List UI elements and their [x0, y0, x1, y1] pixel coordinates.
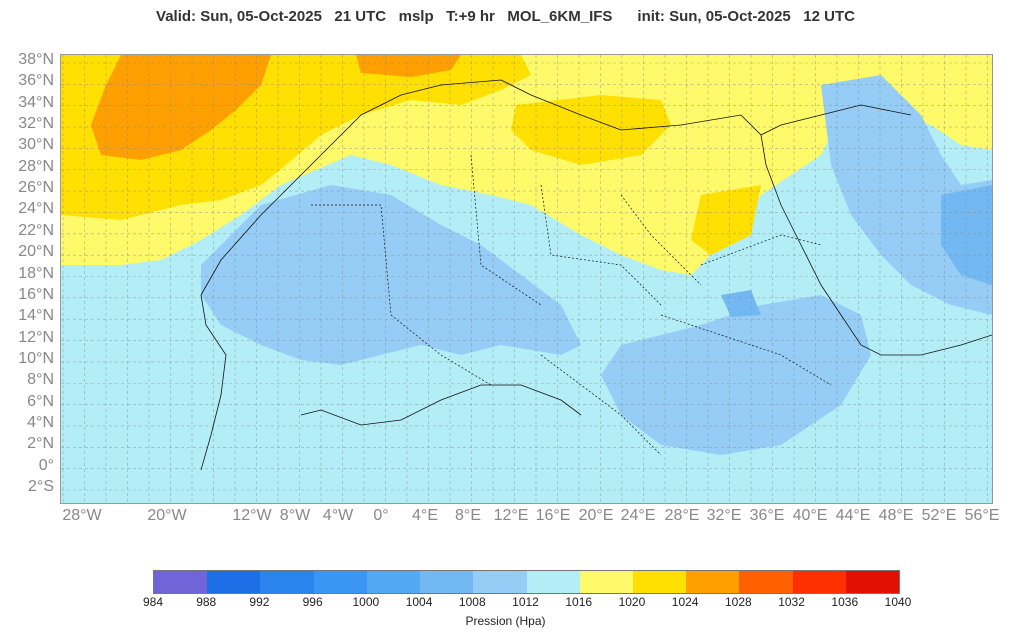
- lat-label: 8°N: [27, 371, 54, 389]
- lat-label: 6°N: [27, 392, 54, 410]
- colorbar-tick: 996: [302, 595, 323, 609]
- lon-label: 28°W: [62, 507, 102, 524]
- map-grid: [61, 55, 992, 503]
- colorbar-tick: 1032: [778, 595, 805, 609]
- lat-label: 38°N: [18, 51, 54, 68]
- lat-label: 2°S: [28, 478, 54, 495]
- lon-label: 20°E: [578, 507, 614, 524]
- colorbar-label: Pression (Hpa): [465, 614, 546, 628]
- colorbar-swatch: [579, 571, 633, 593]
- lon-label: 24°E: [620, 507, 656, 524]
- lon-label: 48°E: [878, 507, 914, 524]
- lon-label: 52°E: [921, 507, 957, 524]
- colorbar-tick: 992: [249, 595, 270, 609]
- lat-label: 34°N: [18, 93, 54, 111]
- colorbar-tick: 1004: [405, 595, 433, 609]
- lon-label: 12°W: [232, 507, 272, 524]
- map-title: Valid: Sun, 05-Oct-2025 21 UTC mslp T:+9…: [156, 8, 855, 25]
- colorbar-tick: 1012: [512, 595, 539, 609]
- lon-label: 0°: [373, 507, 389, 524]
- lat-label: 4°N: [27, 413, 54, 431]
- colorbar-tick: 988: [196, 595, 217, 609]
- lon-label: 44°E: [835, 507, 871, 524]
- lon-label: 36°E: [749, 507, 785, 524]
- colorbar-swatch: [845, 571, 900, 593]
- lat-label: 32°N: [18, 115, 54, 133]
- field-1004-1008-gulf: [941, 185, 992, 285]
- colorbar-swatch: [154, 571, 208, 593]
- lat-label: 14°N: [18, 307, 54, 325]
- colorbar-tick: 984: [142, 595, 164, 609]
- colorbar-tick: 1028: [724, 595, 752, 609]
- lon-label: 4°E: [412, 507, 438, 524]
- colorbar-tick: 1008: [458, 595, 486, 609]
- lon-label: 20°W: [147, 507, 187, 524]
- lon-label: 56°E: [964, 507, 1000, 524]
- colorbar-tick: 1040: [884, 595, 912, 609]
- field-1020-1024-libya: [511, 95, 671, 165]
- colorbar-tick: 1020: [618, 595, 646, 609]
- lat-label: 2°N: [27, 435, 54, 453]
- lon-label: 4°W: [322, 507, 354, 524]
- lat-label: 22°N: [18, 221, 54, 239]
- lon-label: 32°E: [706, 507, 742, 524]
- lat-label: 28°N: [18, 157, 54, 175]
- colorbar-swatch: [260, 571, 314, 593]
- lat-label: 24°N: [18, 200, 54, 218]
- colorbar-swatch: [473, 571, 527, 593]
- lon-label: 40°E: [792, 507, 828, 524]
- colorbar-swatch: [420, 571, 474, 593]
- pressure-field: [61, 55, 992, 503]
- lat-label: 30°N: [18, 136, 54, 154]
- colorbar-swatch: [739, 571, 793, 593]
- lon-label: 12°E: [493, 507, 529, 524]
- lat-label: 18°N: [18, 264, 54, 282]
- colorbar-swatch: [686, 571, 740, 593]
- lat-label: 10°N: [18, 349, 54, 367]
- lat-label: 0°: [38, 456, 54, 474]
- lon-label: 8°E: [455, 507, 481, 524]
- colorbar-swatch: [207, 571, 261, 593]
- lon-label: 8°W: [279, 507, 311, 524]
- lat-label: 16°N: [18, 285, 54, 303]
- colorbar-swatch: [632, 571, 687, 593]
- field-1008-1012-east: [601, 295, 871, 455]
- coastlines: [200, 79, 992, 471]
- colorbar-swatch: [526, 571, 580, 593]
- lat-label: 36°N: [18, 72, 54, 90]
- colorbar-swatch: [366, 571, 421, 593]
- field-1024-1028: [91, 55, 271, 160]
- colorbar-tick: 1000: [352, 595, 380, 609]
- field-1016-1020-ne: [871, 55, 992, 150]
- lon-label: 16°E: [535, 507, 571, 524]
- lat-label: 12°N: [18, 328, 54, 346]
- colorbar-swatch: [313, 571, 367, 593]
- lat-label: 20°N: [18, 243, 54, 261]
- colorbar: [153, 570, 900, 594]
- colorbar-tick: 1036: [831, 595, 859, 609]
- colorbar-tick: 1016: [565, 595, 593, 609]
- field-1024-1028-north: [356, 55, 461, 77]
- field-1008-1012-sahel: [201, 185, 581, 365]
- lon-label: 28°E: [664, 507, 700, 524]
- lat-label: 26°N: [18, 179, 54, 197]
- field-1020-1024-egypt: [691, 185, 761, 255]
- colorbar-swatch: [792, 571, 846, 593]
- pressure-map: [60, 54, 993, 504]
- colorbar-tick: 1024: [671, 595, 699, 609]
- country-borders: [311, 154, 832, 456]
